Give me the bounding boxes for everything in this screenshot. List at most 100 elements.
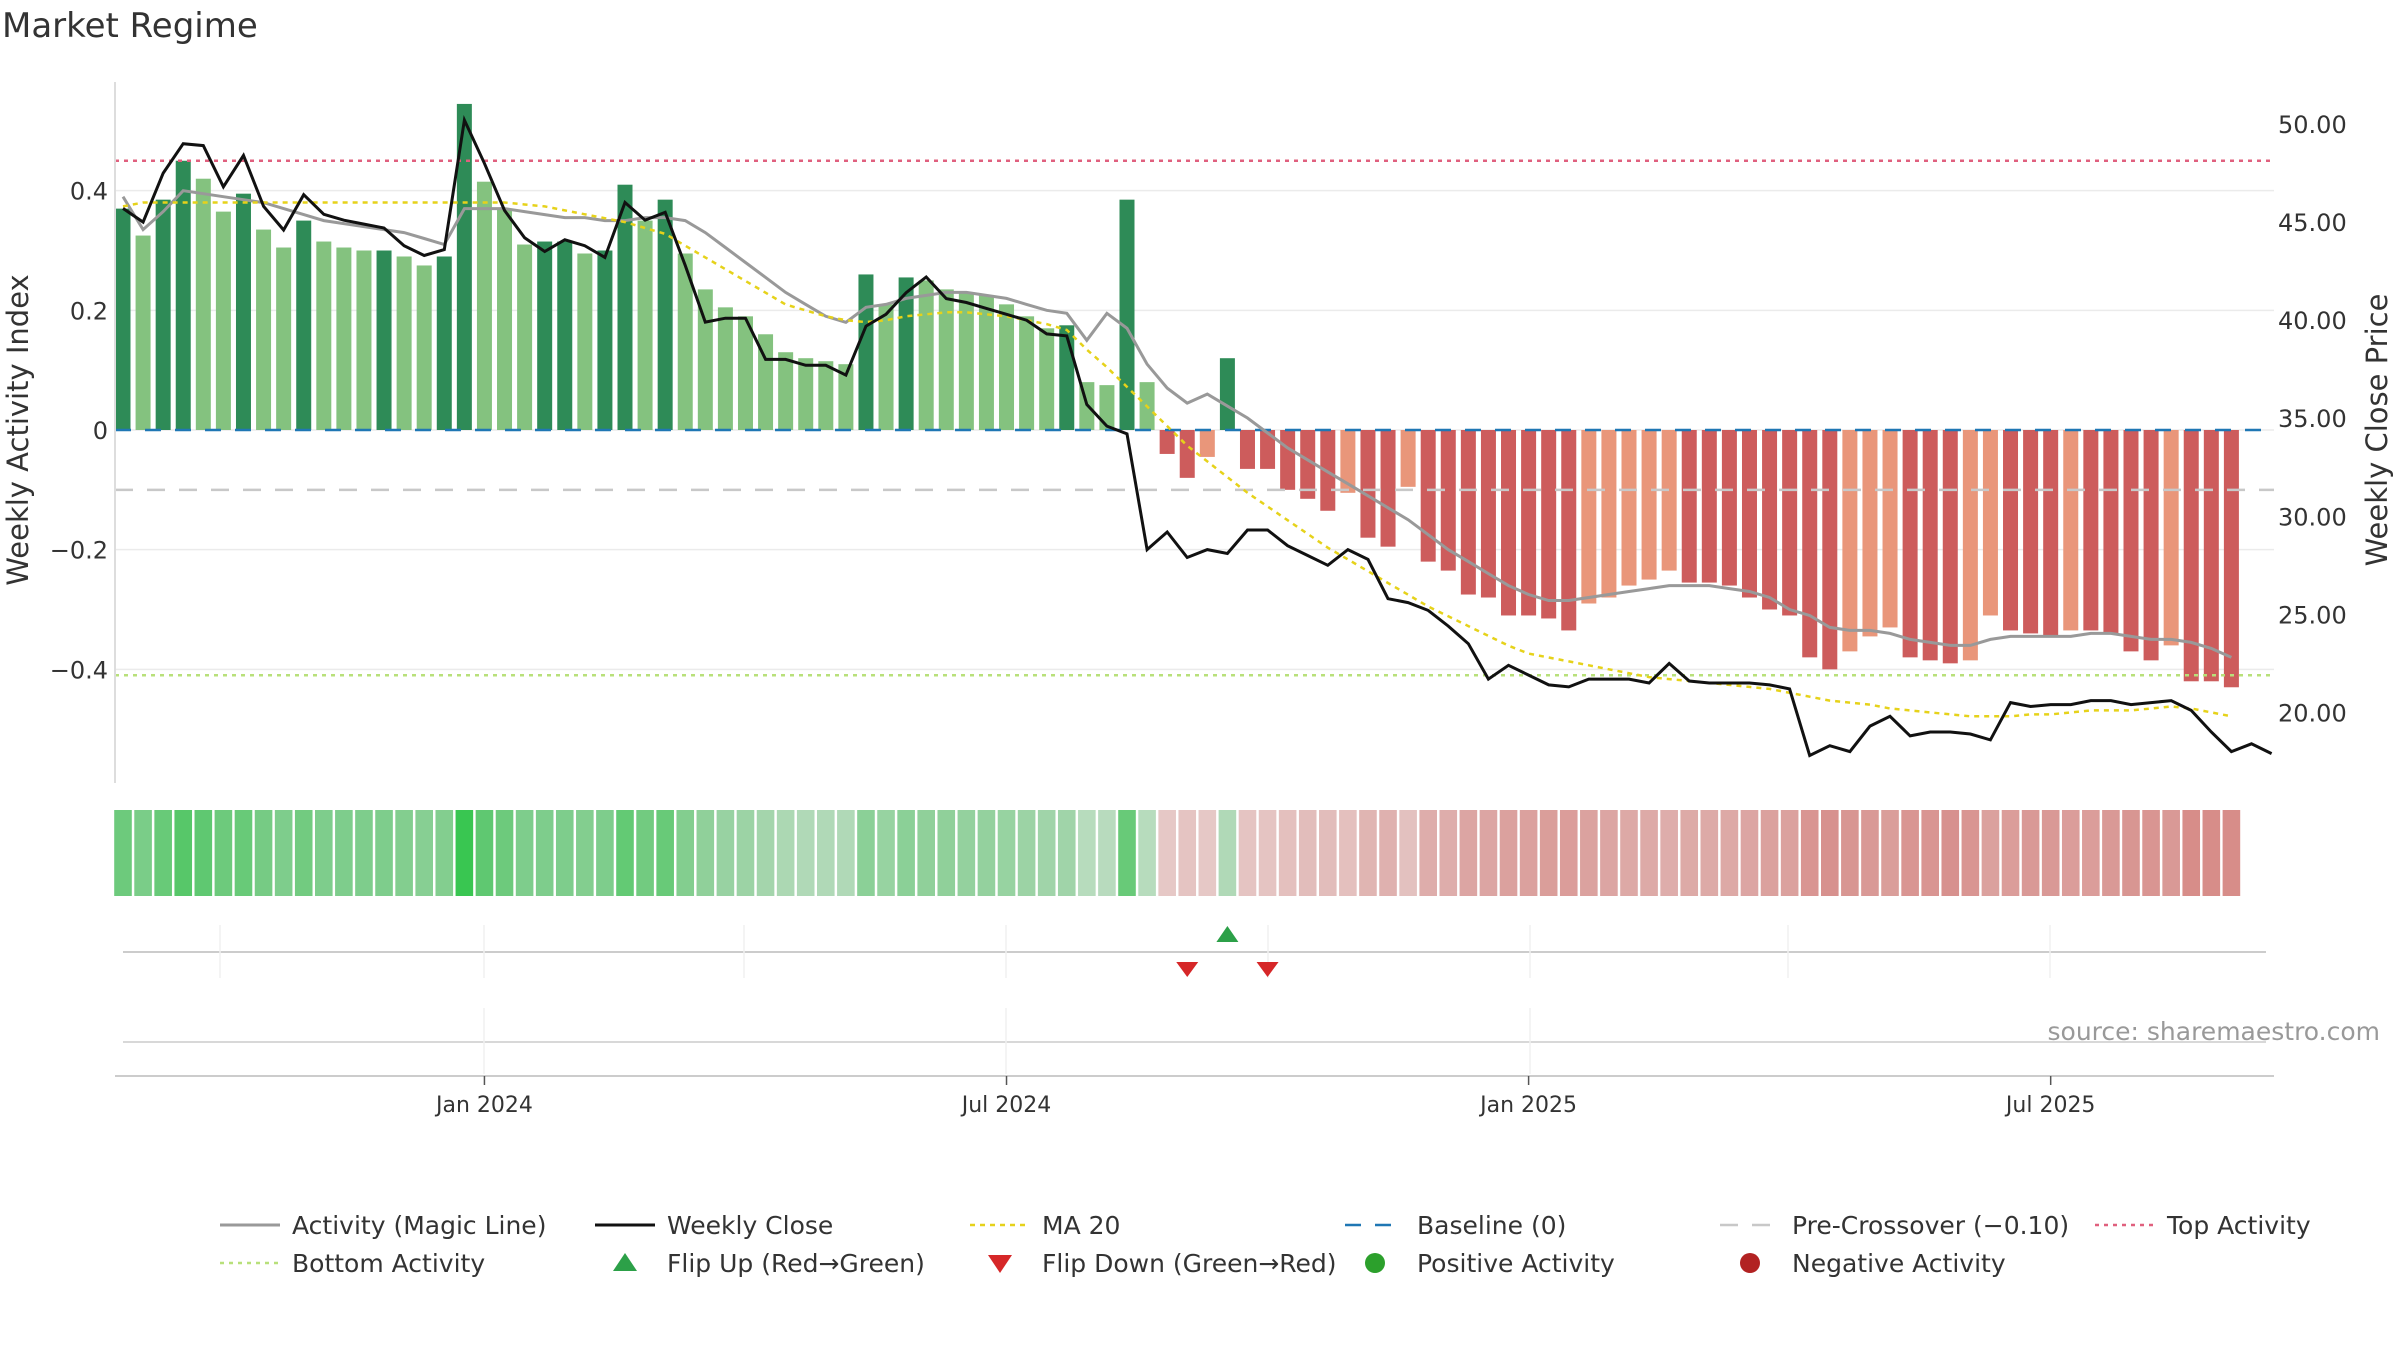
regime-cell-21 [535, 810, 554, 896]
regime-cell-17 [455, 810, 474, 896]
activity-bar-1 [135, 235, 151, 430]
activity-bar-25 [617, 184, 633, 430]
regime-cell-40 [917, 810, 935, 896]
regime-cell-80 [1720, 810, 1739, 896]
regime-cell-15 [415, 810, 433, 896]
right-tick-label-6: 20.00 [2278, 699, 2347, 727]
regime-cell-44 [997, 810, 1016, 896]
legend-swatch-neg [1740, 1253, 1760, 1273]
activity-bar-104 [2203, 430, 2219, 682]
regime-cell-36 [837, 810, 855, 896]
activity-bar-103 [2183, 430, 2199, 682]
regime-cell-37 [857, 810, 875, 896]
regime-cell-12 [355, 810, 373, 896]
activity-bar-38 [878, 304, 894, 430]
activity-bar-97 [2063, 430, 2079, 631]
flip-down-marker-1 [1256, 962, 1279, 977]
activity-bar-64 [1400, 430, 1416, 487]
activity-bar-80 [1721, 430, 1737, 586]
activity-bar-10 [316, 241, 332, 430]
activity-bar-67 [1460, 430, 1476, 595]
regime-cell-103 [2182, 810, 2201, 896]
activity-bar-71 [1541, 430, 1557, 619]
activity-bar-69 [1501, 430, 1517, 616]
activity-bar-12 [356, 250, 372, 430]
activity-bar-29 [697, 289, 713, 430]
regime-cell-24 [596, 810, 614, 896]
activity-bar-95 [2023, 430, 2039, 634]
activity-bar-94 [2003, 430, 2019, 631]
activity-bar-99 [2103, 430, 2119, 634]
activity-bar-57 [1260, 430, 1276, 469]
regime-cell-77 [1660, 810, 1678, 896]
left-tick-label-0: 0.4 [70, 178, 108, 206]
right-tick-label-3: 35.00 [2278, 405, 2347, 433]
regime-cell-97 [2061, 810, 2080, 896]
regime-cell-102 [2162, 810, 2180, 896]
ma20-line [122, 201, 2232, 718]
activity-bar-62 [1360, 430, 1376, 538]
activity-bar-3 [175, 160, 191, 431]
regime-cell-105 [2222, 810, 2241, 896]
regime-cell-96 [2041, 810, 2060, 896]
activity-bar-52 [1159, 430, 1175, 454]
activity-bar-14 [396, 256, 412, 430]
left-tick-label-1: 0.2 [70, 297, 108, 325]
activity-bar-11 [336, 247, 352, 430]
regime-cell-66 [1439, 810, 1458, 896]
activity-bar-19 [497, 208, 513, 430]
legend-swatch-flipdown [988, 1255, 1012, 1273]
regime-cell-87 [1861, 810, 1879, 896]
activity-bar-13 [376, 250, 392, 430]
weekly-close-line [122, 114, 2273, 758]
series-lines [121, 114, 2273, 758]
regime-cell-49 [1098, 810, 1116, 896]
regime-cell-23 [576, 810, 594, 896]
regime-cell-72 [1559, 810, 1578, 896]
regime-cell-35 [817, 810, 835, 896]
left-tick-label-2: 0 [93, 417, 108, 445]
legend-swatch-flipup [613, 1253, 637, 1271]
activity-bar-54 [1199, 430, 1215, 457]
regime-cell-25 [616, 810, 634, 896]
legend-label-magic: Activity (Magic Line) [292, 1211, 546, 1240]
activity-bar-63 [1380, 430, 1396, 547]
activity-bar-9 [296, 220, 312, 430]
regime-cell-92 [1961, 810, 1980, 896]
activity-bar-105 [2223, 430, 2239, 688]
activity-bar-87 [1862, 430, 1878, 637]
activity-bar-89 [1902, 430, 1918, 658]
regime-cell-39 [897, 810, 915, 896]
legend-swatch-pos [1365, 1253, 1385, 1273]
regime-cell-45 [1017, 810, 1036, 896]
activity-bar-20 [517, 244, 533, 430]
activity-bar-40 [918, 280, 934, 430]
regime-cell-41 [937, 810, 956, 896]
regime-cell-88 [1881, 810, 1899, 896]
chart-legend: Activity (Magic Line) Weekly Close MA 20 Ba… [220, 1211, 2311, 1278]
regime-cell-51 [1138, 810, 1156, 896]
regime-cell-98 [2082, 810, 2100, 896]
regime-cell-94 [2001, 810, 2020, 896]
activity-bar-27 [657, 199, 673, 430]
activity-bar-43 [978, 295, 994, 430]
regime-cell-86 [1841, 810, 1859, 896]
activity-bar-5 [215, 211, 231, 430]
activity-bar-101 [2143, 430, 2159, 661]
activity-bar-77 [1661, 430, 1677, 571]
regime-cell-19 [495, 810, 514, 896]
regime-cell-52 [1158, 810, 1176, 896]
regime-cell-48 [1078, 810, 1096, 896]
activity-bar-53 [1179, 430, 1195, 478]
activity-bar-36 [838, 364, 854, 430]
regime-cell-34 [796, 810, 815, 896]
regime-cell-70 [1519, 810, 1538, 896]
right-tick-label-0: 50.00 [2278, 111, 2347, 139]
activity-bar-30 [717, 307, 733, 430]
activity-bar-50 [1119, 199, 1135, 430]
activity-bar-15 [416, 265, 432, 430]
x-tick-label-1: Jul 2024 [960, 1093, 1052, 1118]
activity-bar-17 [456, 103, 472, 430]
regime-cell-65 [1419, 810, 1437, 896]
regime-cell-81 [1740, 810, 1759, 896]
